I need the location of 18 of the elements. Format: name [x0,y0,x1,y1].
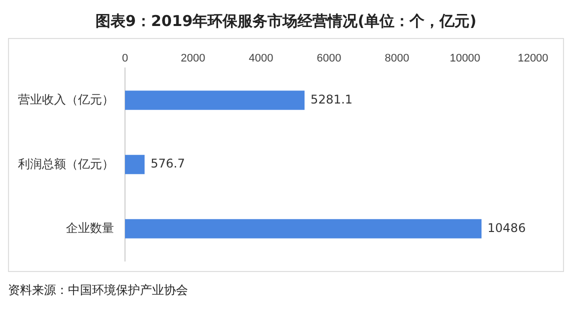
bar [125,90,305,110]
x-tick-label: 12000 [518,52,548,65]
x-tick-label: 6000 [316,52,342,65]
x-tick-label: 4000 [248,52,274,65]
chart-title: 图表9：2019年环保服务市场经营情况(单位：个，亿元) [94,11,478,32]
y-tick-label: 企业数量 [66,221,114,236]
x-tick-label: 8000 [384,52,410,65]
x-tick-label: 0 [122,52,128,65]
data-label: 576.7 [150,156,185,171]
bar [125,219,482,238]
data-label: 10486 [488,220,526,235]
x-tick-label: 10000 [450,52,480,65]
y-tick-label: 利润总额（亿元） [18,156,114,171]
text: 资料来源：中国环境保护产业协会 [7,282,189,299]
bar [125,154,145,174]
y-tick-label: 营业收入（亿元） [18,92,114,107]
x-tick-label: 2000 [180,52,206,65]
data-label: 5281.1 [310,92,353,106]
